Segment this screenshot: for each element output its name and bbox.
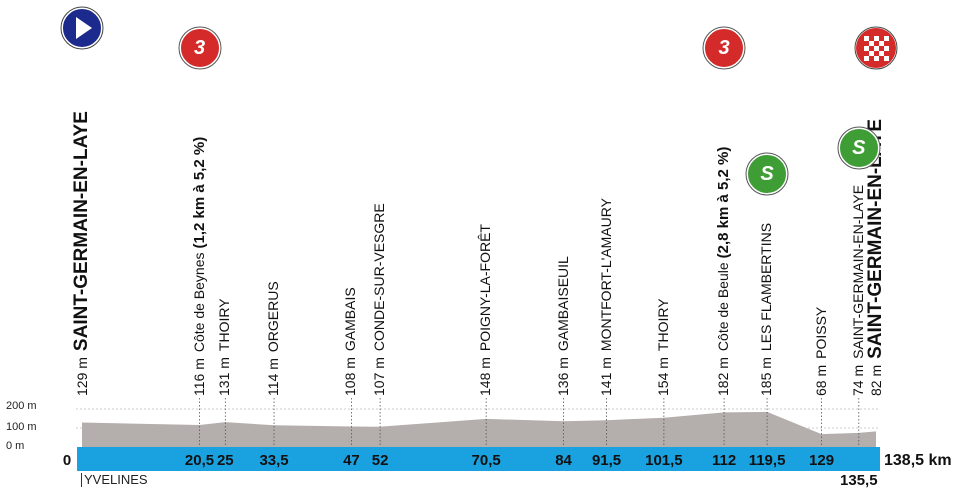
place-label: 154 m THOIRY bbox=[654, 298, 672, 396]
place-name: ORGERUS bbox=[265, 281, 282, 353]
altitude-label: 68 m bbox=[812, 364, 829, 396]
badge-text: S bbox=[760, 163, 774, 185]
place-label: 108 m GAMBAIS bbox=[342, 287, 359, 396]
climb-detail: (1,2 km à 5,2 %) bbox=[190, 136, 208, 249]
sprint-badge: S bbox=[745, 152, 789, 201]
climb-detail: (2,8 km à 5,2 %) bbox=[715, 146, 733, 259]
place-name: Côte de Beynes bbox=[190, 252, 207, 353]
place-label: 136 m GAMBAISEUIL bbox=[554, 256, 572, 396]
badge-text: 3 bbox=[193, 37, 206, 59]
place-name: CONDE-SUR-VESGRE bbox=[371, 203, 388, 352]
place-label: 131 m THOIRY bbox=[216, 298, 233, 396]
y-tick-100: 100 m bbox=[6, 421, 37, 433]
badge-text: S bbox=[852, 137, 866, 159]
place-name: POISSY bbox=[812, 306, 829, 359]
altitude-label: 136 m bbox=[554, 357, 571, 396]
climb-category-badge: 3 bbox=[178, 26, 222, 75]
region-label: YVELINES bbox=[81, 472, 148, 487]
altitude-label: 114 m bbox=[265, 358, 282, 396]
altitude-label: 185 m bbox=[758, 357, 775, 396]
altitude-label: 141 m bbox=[597, 357, 614, 396]
place-name: GAMBAISEUIL bbox=[554, 256, 571, 352]
y-tick-200: 200 m bbox=[6, 400, 37, 412]
km-label: 20,5 bbox=[184, 452, 215, 469]
km-label: 119,5 bbox=[748, 452, 786, 469]
km-label: 135,5 bbox=[840, 472, 878, 489]
altitude-label: 107 m bbox=[371, 357, 388, 396]
badge-text: 3 bbox=[718, 37, 730, 59]
altitude-label: 116 m bbox=[190, 358, 207, 396]
place-name: POIGNY-LA-FORÊT bbox=[477, 224, 494, 352]
place-label: 182 m Côte de Beule (2,8 km à 5,2 %) bbox=[715, 146, 733, 396]
altitude-label: 131 m bbox=[216, 357, 233, 396]
terrain-fill bbox=[82, 411, 876, 447]
km-label: 84 bbox=[555, 452, 572, 469]
place-name: THOIRY bbox=[216, 298, 233, 352]
place-name: MONTFORT-L'AMAURY bbox=[597, 198, 614, 352]
finish-flag-icon bbox=[854, 26, 898, 75]
y-tick-0: 0 m bbox=[6, 440, 25, 452]
altitude-label: 82 m bbox=[867, 364, 884, 396]
place-label: 129 m SAINT-GERMAIN-EN-LAYE bbox=[70, 111, 92, 396]
altitude-label: 148 m bbox=[477, 357, 494, 396]
km-end-label: 138,5 km bbox=[884, 452, 952, 469]
km-start-label: 0 bbox=[62, 452, 72, 469]
altitude-label: 108 m bbox=[342, 357, 359, 396]
km-label: 112 bbox=[711, 452, 737, 469]
km-label: 70,5 bbox=[471, 452, 501, 469]
km-label: 129 bbox=[809, 452, 835, 469]
place-name: SAINT-GERMAIN-EN-LAYE bbox=[849, 184, 866, 359]
km-label: 101,5 bbox=[645, 452, 683, 469]
place-label: 68 m POISSY bbox=[812, 306, 830, 396]
altitude-label: 129 m bbox=[73, 357, 90, 396]
km-label: 91,5 bbox=[591, 452, 622, 469]
altitude-label: 154 m bbox=[654, 357, 671, 396]
km-label: 52 bbox=[371, 452, 389, 469]
altitude-label: 74 m bbox=[849, 364, 866, 396]
place-name: SAINT-GERMAIN-EN-LAYE bbox=[70, 111, 92, 352]
place-label: 107 m CONDE-SUR-VESGRE bbox=[371, 203, 388, 396]
km-label: 33,5 bbox=[259, 452, 289, 469]
sprint-badge: S bbox=[837, 126, 881, 175]
place-label: 116 m Côte de Beynes (1,2 km à 5,2 %) bbox=[190, 136, 208, 396]
place-name: LES FLAMBERTINS bbox=[758, 222, 775, 352]
km-label: 47 bbox=[343, 452, 360, 469]
place-name: THOIRY bbox=[654, 298, 671, 352]
place-name: GAMBAIS bbox=[342, 287, 359, 352]
place-label: 148 m POIGNY-LA-FORÊT bbox=[477, 224, 494, 396]
place-label: 141 m MONTFORT-L'AMAURY bbox=[597, 198, 615, 396]
place-label: 185 m LES FLAMBERTINS bbox=[758, 222, 775, 396]
km-label: 25 bbox=[216, 452, 234, 469]
place-name: Côte de Beule bbox=[715, 262, 732, 352]
km-baseline-bar bbox=[77, 447, 880, 471]
altitude-label: 182 m bbox=[715, 357, 732, 396]
place-label: 114 m ORGERUS bbox=[265, 281, 282, 396]
climb-category-badge: 3 bbox=[702, 26, 746, 75]
start-icon bbox=[60, 6, 104, 55]
